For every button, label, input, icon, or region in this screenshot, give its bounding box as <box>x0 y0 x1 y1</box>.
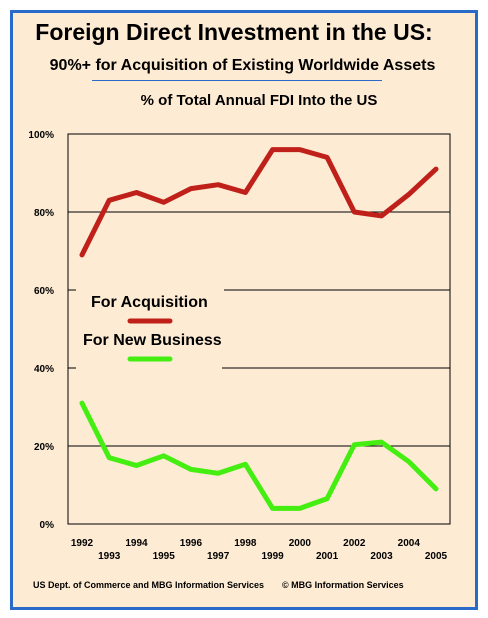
y-tick-label: 40% <box>34 364 54 375</box>
x-tick-label: 2003 <box>370 551 393 562</box>
x-tick-label: 2002 <box>343 538 366 549</box>
y-tick-label: 60% <box>34 286 54 297</box>
chart-subtitle: 90%+ for Acquisition of Existing Worldwi… <box>49 57 436 74</box>
x-tick-label: 2004 <box>398 538 421 549</box>
copyright-note: © MBG Information Services <box>282 580 404 590</box>
x-tick-label: 1992 <box>71 538 94 549</box>
legend-label-acquisition: For Acquisition <box>91 294 208 311</box>
x-tick-label: 1997 <box>207 551 230 562</box>
series-line-acquisition <box>79 147 439 258</box>
x-tick-label: 1999 <box>261 551 284 562</box>
legend-background <box>76 286 224 322</box>
chart-main-title: Foreign Direct Investment in the US: <box>35 19 433 45</box>
x-tick-label: 1996 <box>180 538 203 549</box>
x-tick-label: 1993 <box>98 551 121 562</box>
chart-title: % of Total Annual FDI Into the US <box>140 92 378 109</box>
subtitle-underline <box>92 80 382 81</box>
x-tick-label: 1995 <box>153 551 176 562</box>
y-tick-label: 100% <box>28 130 54 141</box>
plot-area <box>67 133 451 525</box>
x-tick-label: 2005 <box>425 551 448 562</box>
x-tick-label: 2000 <box>289 538 312 549</box>
source-note: US Dept. of Commerce and MBG Information… <box>33 580 265 590</box>
legend-label-new-business: For New Business <box>83 332 222 349</box>
y-tick-label: 20% <box>34 442 54 453</box>
x-tick-label: 2001 <box>316 551 339 562</box>
y-tick-label: 0% <box>40 520 55 531</box>
y-tick-label: 80% <box>34 208 54 219</box>
x-tick-label: 1994 <box>125 538 148 549</box>
x-tick-label: 1998 <box>234 538 257 549</box>
series-line-new-business <box>79 400 439 511</box>
legend-background <box>76 325 222 369</box>
